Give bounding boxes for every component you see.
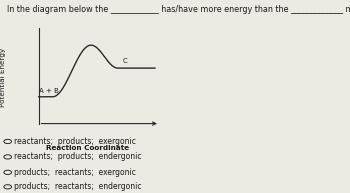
Text: A + B: A + B [39,88,59,94]
Text: reactants;  products;  endergonic: reactants; products; endergonic [14,152,141,161]
Text: reactants;  products;  exergonic: reactants; products; exergonic [14,137,136,146]
Text: In the diagram below the ____________ has/have more energy than the ____________: In the diagram below the ____________ ha… [7,5,350,14]
Text: Potential Energy: Potential Energy [0,48,7,107]
Text: Reaction Coordinate: Reaction Coordinate [46,145,130,151]
Text: products;  reactants;  endergonic: products; reactants; endergonic [14,182,141,191]
Text: C: C [122,58,127,64]
Text: products;  reactants;  exergonic: products; reactants; exergonic [14,168,136,177]
